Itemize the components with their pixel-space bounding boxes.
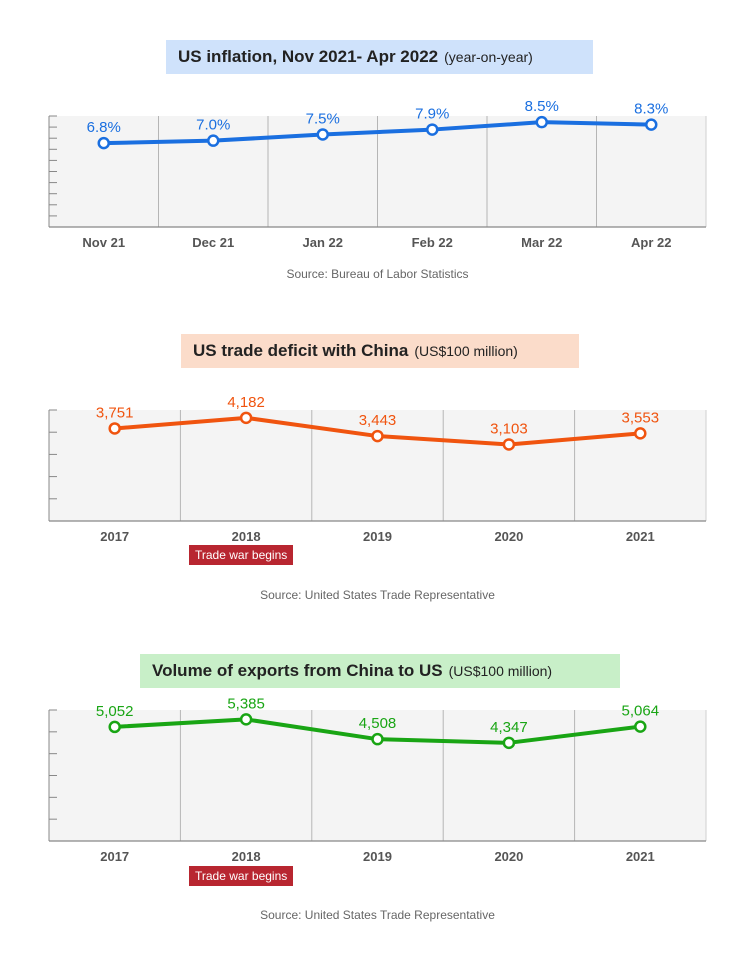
x-tick-label: Nov 21 <box>82 235 125 250</box>
chart-title: US trade deficit with China <box>193 341 409 360</box>
inflation-line-chart: 6.8% Nov 21 7.0% Dec 21 7.5% Jan 22 7.9% Feb 22… <box>48 98 707 250</box>
data-point <box>535 115 548 129</box>
x-tick-label: Jan 22 <box>303 235 343 250</box>
series-line <box>101 120 654 146</box>
plot-area <box>49 410 706 521</box>
data-label: 3,443 <box>359 412 397 429</box>
data-point <box>108 720 121 734</box>
data-label: 8.3% <box>634 101 668 118</box>
data-label: 3,103 <box>490 420 528 437</box>
data-point <box>207 134 220 147</box>
chart-title-box: US trade deficit with China (US$100 milli… <box>181 334 579 368</box>
data-point <box>645 118 658 131</box>
data-label: 7.0% <box>196 117 230 134</box>
x-tick-label: 2017 <box>100 849 129 864</box>
x-tick-label: Apr 22 <box>631 235 671 250</box>
x-tick-label: 2020 <box>494 849 523 864</box>
data-point <box>634 720 647 733</box>
data-point <box>239 411 253 425</box>
x-tick-label: 2018 <box>232 849 261 864</box>
data-label: 7.9% <box>415 106 449 123</box>
data-label: 7.5% <box>306 111 340 128</box>
data-point <box>316 128 329 141</box>
chart-source: Source: United States Trade Representati… <box>260 908 495 922</box>
chart-source: Source: United States Trade Representati… <box>260 588 495 602</box>
x-tick-label: 2021 <box>626 529 655 544</box>
x-tick-label: Mar 22 <box>521 235 562 250</box>
trade-war-badge: Trade war begins <box>189 866 294 886</box>
x-tick-label: 2021 <box>626 849 655 864</box>
data-label: 6.8% <box>87 119 121 136</box>
data-point <box>239 713 253 726</box>
x-tick-label: 2018 <box>232 529 261 544</box>
chart-title-box: Volume of exports from China to US (US$10… <box>140 654 620 688</box>
data-point <box>634 427 647 440</box>
data-point <box>502 736 516 750</box>
chart-unit: (year-on-year) <box>444 49 533 65</box>
data-label: 4,347 <box>490 719 528 736</box>
data-point <box>371 732 384 746</box>
data-label: 3,751 <box>96 404 134 421</box>
data-label: 5,064 <box>622 703 660 720</box>
data-label: 3,553 <box>622 409 660 426</box>
data-point <box>502 438 516 451</box>
x-tick-label: 2020 <box>494 529 523 544</box>
x-tick-label: 2017 <box>100 529 129 544</box>
data-point <box>371 429 384 443</box>
x-tick-label: Dec 21 <box>192 235 234 250</box>
data-point <box>426 123 439 136</box>
chart-unit: (US$100 million) <box>448 663 553 679</box>
chart-title: Volume of exports from China to US <box>152 661 443 680</box>
data-point <box>108 422 121 435</box>
data-label: 4,508 <box>359 715 397 732</box>
chart-title: US inflation, Nov 2021- Apr 2022 <box>178 47 439 66</box>
x-tick-label: Feb 22 <box>412 235 453 250</box>
chart-source: Source: Bureau of Labor Statistics <box>286 267 469 281</box>
trade-war-badge: Trade war begins <box>189 545 294 565</box>
x-tick-label: 2019 <box>363 529 392 544</box>
trade-deficit-line-chart: 3,751 2017 4,182 2018 3,443 2019 3,103 2020 3,55… <box>48 394 707 544</box>
data-label: 5,385 <box>227 695 265 712</box>
chart-title-box: US inflation, Nov 2021- Apr 2022 (year-on… <box>166 40 593 74</box>
data-label: 4,182 <box>227 394 265 411</box>
x-tick-label: 2019 <box>363 849 392 864</box>
data-point <box>97 136 110 150</box>
chart-unit: (US$100 million) <box>414 343 518 359</box>
data-label: 8.5% <box>525 98 559 115</box>
exports-line-chart: 5,052 2017 5,385 2018 4,508 2019 4,347 2020 5,06… <box>48 695 707 864</box>
data-label: 5,052 <box>96 703 134 720</box>
